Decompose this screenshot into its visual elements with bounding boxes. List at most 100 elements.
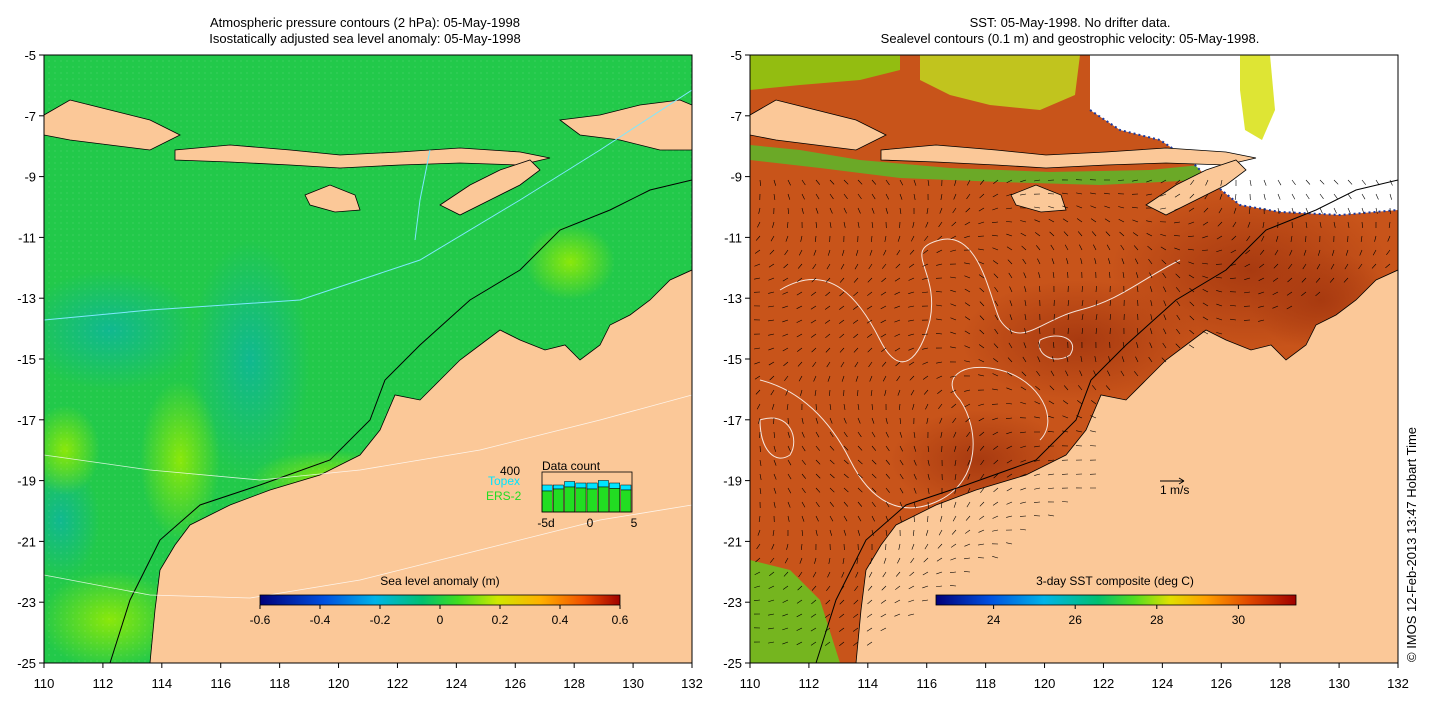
velocity-arrow bbox=[1034, 401, 1041, 405]
velocity-arrow bbox=[1148, 356, 1153, 363]
data-count-bar-ers2 bbox=[564, 486, 575, 513]
velocity-arrow bbox=[825, 599, 831, 605]
velocity-arrow bbox=[952, 417, 957, 424]
velocity-arrow bbox=[922, 291, 929, 293]
velocity-arrow bbox=[768, 641, 775, 644]
velocity-arrow bbox=[1188, 235, 1195, 237]
velocity-arrow bbox=[993, 358, 999, 363]
velocity-arrow bbox=[1216, 332, 1223, 335]
velocity-arrow bbox=[841, 571, 845, 578]
velocity-arrow bbox=[857, 501, 863, 507]
right-lon-tick-label: 116 bbox=[916, 676, 937, 691]
velocity-arrow bbox=[978, 344, 985, 349]
velocity-arrow bbox=[773, 445, 776, 452]
velocity-arrow bbox=[978, 529, 985, 533]
right-australia-land bbox=[855, 269, 1398, 663]
velocity-arrow bbox=[1319, 193, 1324, 200]
left-lon-tick-label: 128 bbox=[563, 676, 585, 691]
velocity-arrow bbox=[1305, 235, 1307, 243]
sst-colorbar: 3-day SST composite (deg C) 24 26 28 30 bbox=[935, 574, 1297, 627]
velocity-arrow bbox=[936, 557, 943, 562]
velocity-arrow bbox=[839, 319, 845, 324]
velocity-arrow bbox=[871, 431, 876, 438]
velocity-arrow bbox=[899, 207, 902, 214]
data-count-bar-topex bbox=[564, 481, 575, 488]
velocity-arrow bbox=[829, 221, 832, 228]
velocity-arrow bbox=[787, 501, 791, 508]
velocity-arrow bbox=[926, 417, 929, 424]
velocity-arrow bbox=[953, 193, 957, 200]
velocity-arrow bbox=[978, 261, 985, 265]
velocity-arrow bbox=[1188, 207, 1195, 212]
velocity-arrow bbox=[866, 641, 873, 646]
velocity-arrow bbox=[1120, 244, 1125, 251]
velocity-arrow bbox=[787, 473, 792, 480]
velocity-arrow bbox=[978, 221, 985, 225]
velocity-arrow bbox=[883, 249, 887, 256]
velocity-arrow bbox=[1259, 249, 1265, 255]
velocity-arrow bbox=[899, 445, 904, 452]
velocity-arrow bbox=[870, 389, 873, 396]
velocity-arrow bbox=[1066, 258, 1069, 265]
right-title-line2: Sealevel contours (0.1 m) and geostrophi… bbox=[881, 31, 1260, 46]
velocity-arrow bbox=[966, 179, 971, 186]
velocity-arrow bbox=[1036, 371, 1041, 377]
velocity-arrow bbox=[1034, 416, 1041, 419]
velocity-arrow bbox=[954, 487, 957, 494]
velocity-arrow bbox=[852, 319, 859, 324]
velocity-arrow bbox=[1020, 232, 1027, 237]
sst-colorbar-tick-label: 24 bbox=[987, 613, 1001, 627]
data-count-inset: Data count 400 Topex ERS-2 -5d 0 5 bbox=[486, 459, 638, 530]
velocity-arrow bbox=[768, 333, 775, 336]
velocity-arrow bbox=[853, 333, 859, 339]
velocity-arrow bbox=[867, 277, 873, 283]
velocity-arrow bbox=[815, 515, 819, 522]
velocity-arrow bbox=[1163, 328, 1167, 335]
velocity-arrow bbox=[782, 319, 789, 323]
velocity-arrow bbox=[754, 277, 761, 280]
velocity-arrow bbox=[759, 473, 762, 480]
velocity-arrow bbox=[1052, 272, 1055, 279]
left-lat-tick-label: -19 bbox=[17, 474, 36, 489]
velocity-arrow bbox=[784, 375, 789, 381]
velocity-arrow bbox=[857, 403, 860, 410]
velocity-arrow bbox=[814, 235, 817, 242]
velocity-arrow bbox=[857, 179, 863, 185]
velocity-arrow bbox=[913, 193, 916, 200]
sst-colorbar-ticks: 24 26 28 30 bbox=[987, 605, 1245, 627]
velocity-arrow bbox=[951, 529, 957, 535]
velocity-arrow bbox=[1203, 207, 1209, 213]
left-pressure-contour-1 bbox=[44, 89, 692, 321]
velocity-arrow bbox=[1034, 445, 1041, 448]
left-lat-tick-label: -21 bbox=[17, 534, 36, 549]
velocity-arrow bbox=[978, 207, 985, 212]
velocity-arrow bbox=[839, 613, 845, 618]
velocity-arrow bbox=[842, 557, 845, 564]
velocity-arrow bbox=[784, 249, 789, 256]
left-pressure-contour-2 bbox=[44, 394, 692, 481]
data-count-bars bbox=[541, 480, 632, 513]
right-lat-tick-label: -13 bbox=[723, 291, 742, 306]
velocity-arrow bbox=[979, 445, 985, 451]
velocity-arrow bbox=[854, 361, 859, 368]
velocity-arrow bbox=[911, 543, 915, 550]
velocity-arrow bbox=[1220, 179, 1223, 186]
velocity-arrow bbox=[768, 361, 775, 366]
velocity-arrow bbox=[839, 291, 845, 297]
velocity-arrow bbox=[993, 273, 999, 279]
left-lon-tick-label: 124 bbox=[446, 676, 468, 691]
velocity-arrow bbox=[1258, 291, 1265, 295]
velocity-arrow bbox=[1204, 193, 1209, 200]
velocity-arrow bbox=[839, 599, 845, 605]
data-count-legend-topex: Topex bbox=[488, 474, 520, 488]
velocity-arrow bbox=[1079, 370, 1083, 377]
left-lesser-sunda-islands bbox=[174, 144, 551, 169]
velocity-arrow bbox=[815, 221, 818, 228]
velocity-arrow bbox=[1216, 303, 1223, 307]
data-count-bar-topex bbox=[586, 482, 598, 490]
velocity-arrow bbox=[782, 585, 789, 590]
velocity-arrow bbox=[1048, 514, 1055, 517]
velocity-arrow bbox=[1034, 459, 1041, 462]
velocity-arrow bbox=[856, 557, 859, 564]
